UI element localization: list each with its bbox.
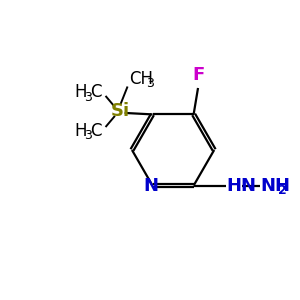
Text: 3: 3: [84, 129, 92, 142]
Text: C: C: [90, 83, 102, 101]
Text: HN: HN: [226, 177, 256, 195]
Text: H: H: [74, 122, 87, 140]
Text: F: F: [192, 67, 204, 85]
Text: NH: NH: [260, 177, 290, 195]
Text: 3: 3: [146, 77, 154, 90]
Text: 2: 2: [278, 184, 286, 197]
Text: N: N: [143, 177, 158, 195]
Text: Si: Si: [111, 103, 130, 121]
Text: C: C: [90, 122, 102, 140]
Text: H: H: [74, 83, 87, 101]
Text: 3: 3: [84, 91, 92, 104]
Text: CH: CH: [129, 70, 153, 88]
